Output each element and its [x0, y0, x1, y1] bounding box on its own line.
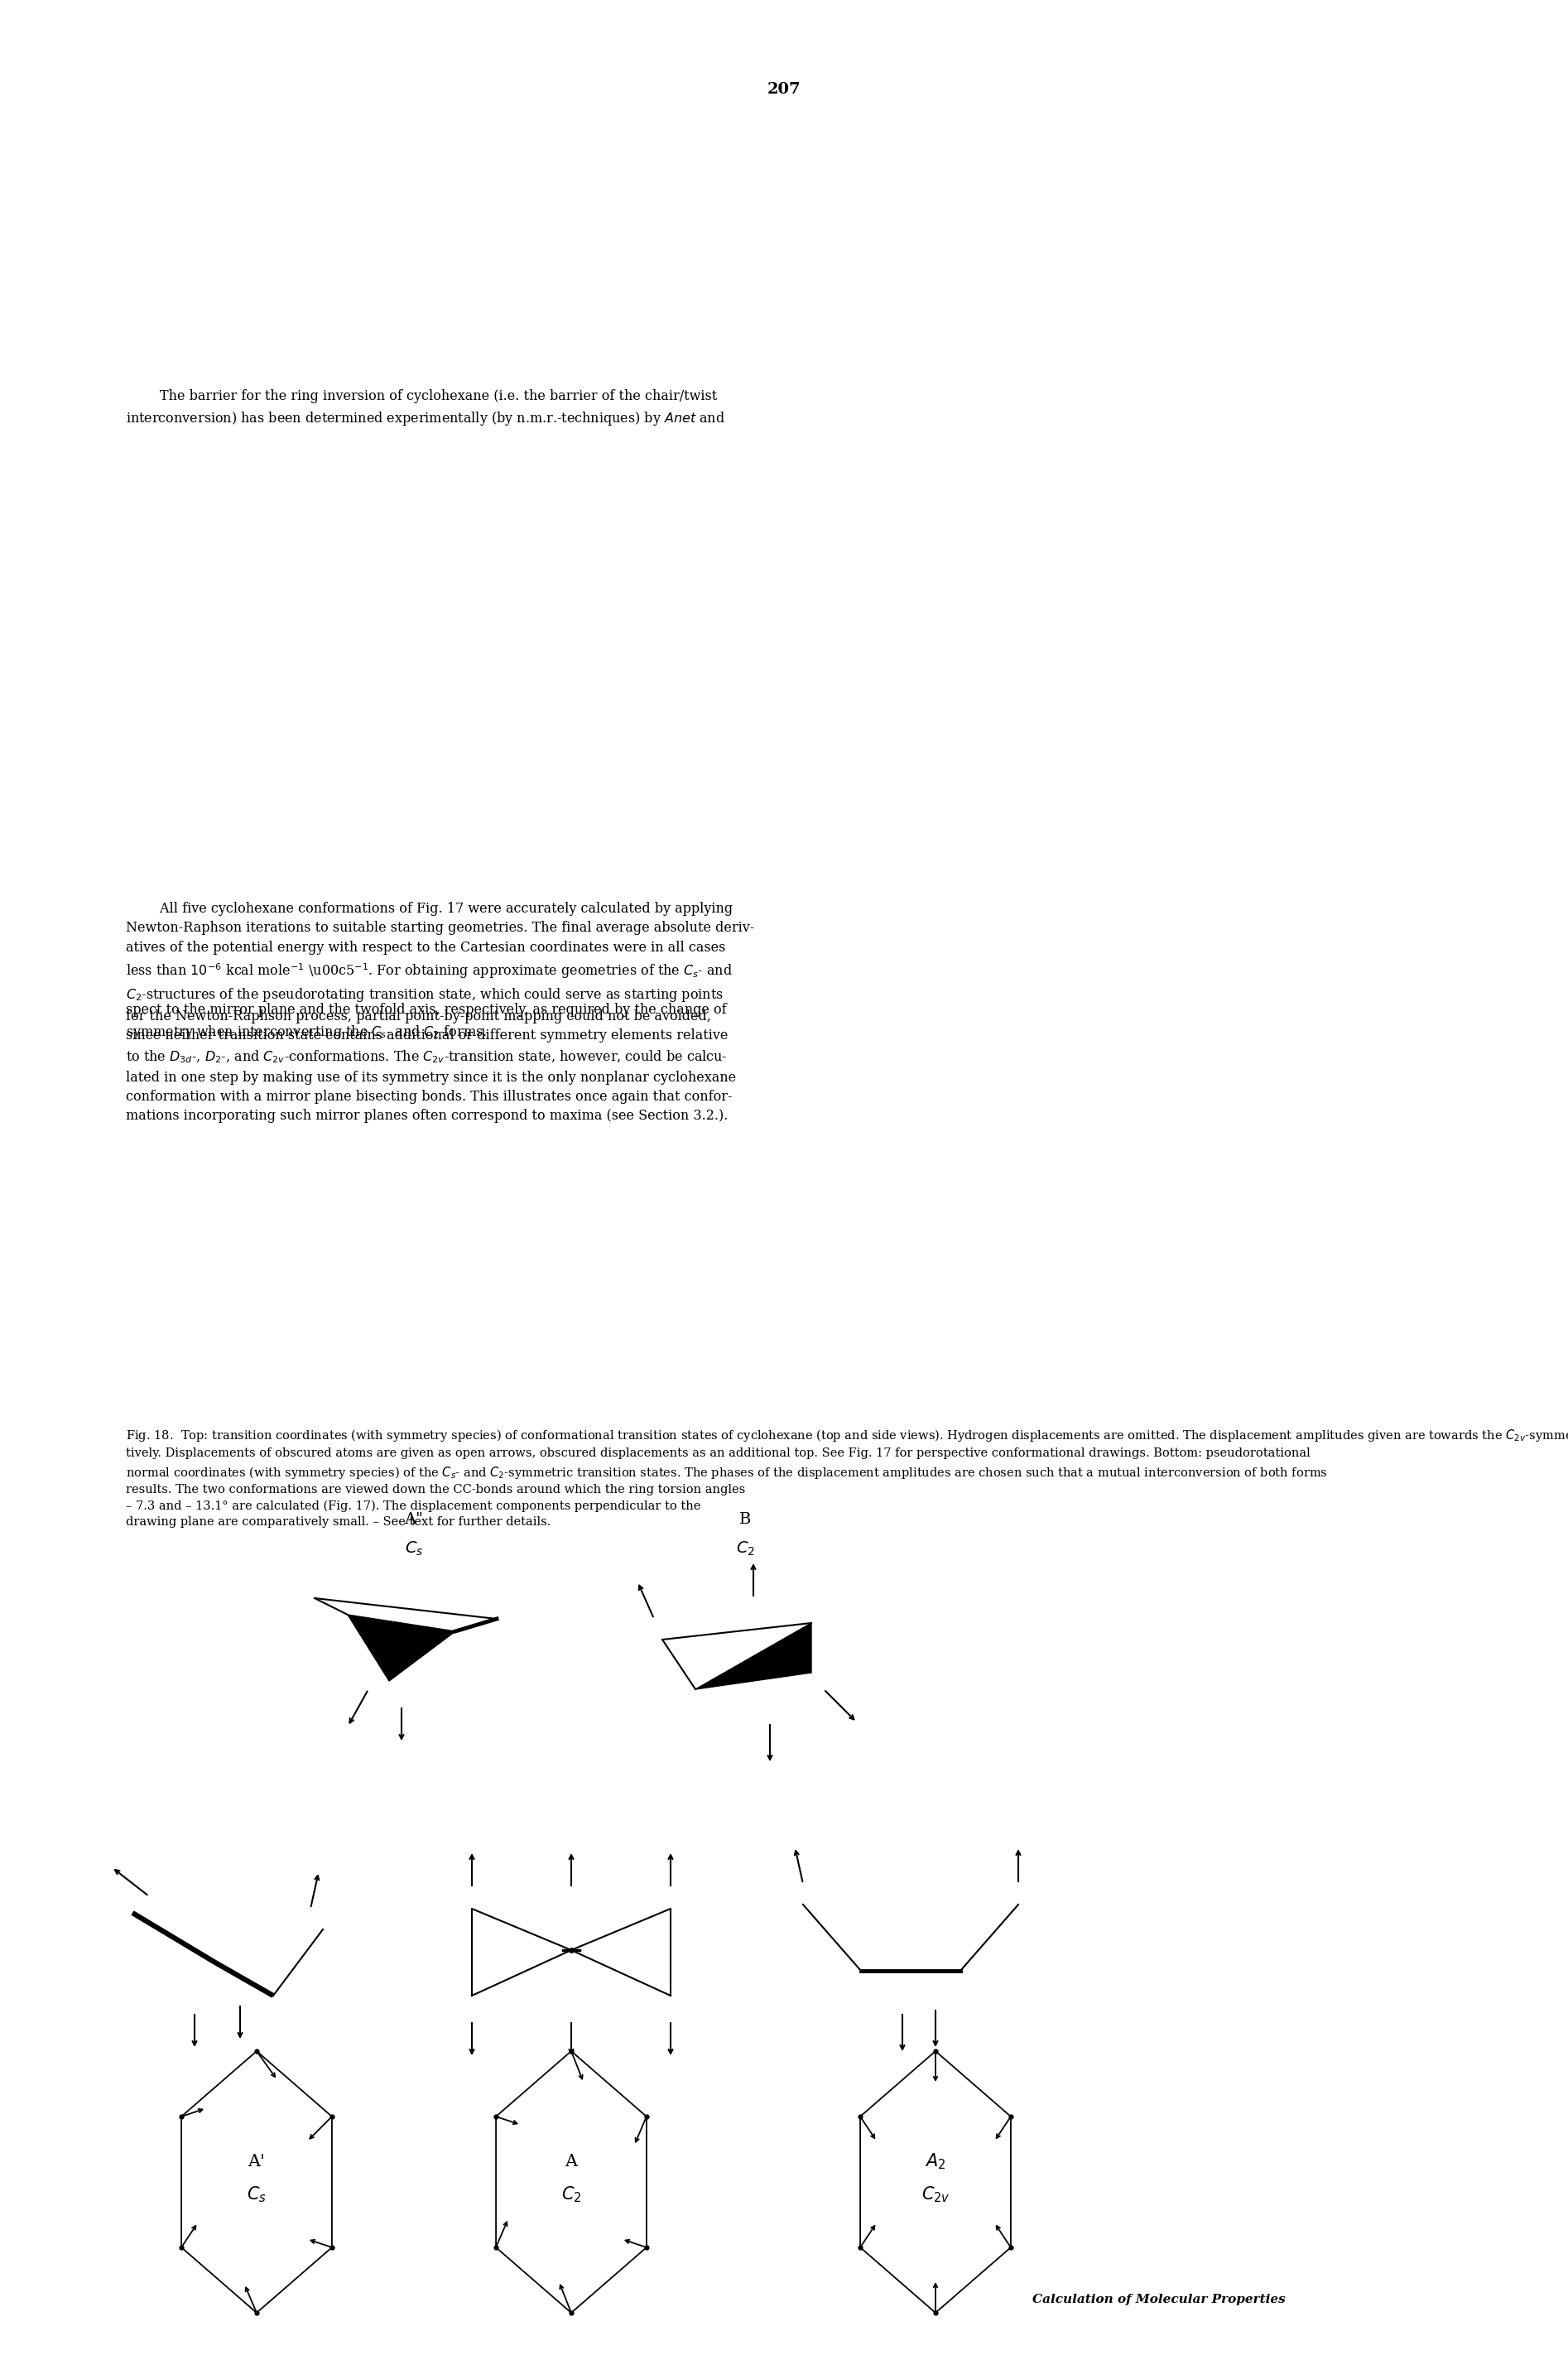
Text: $A_2$: $A_2$ — [925, 2152, 946, 2171]
Text: A: A — [564, 2152, 577, 2169]
Polygon shape — [696, 1624, 811, 1690]
Text: Calculation of Molecular Properties: Calculation of Molecular Properties — [1033, 2294, 1286, 2306]
Polygon shape — [348, 1614, 455, 1680]
Text: spect to the mirror plane and the twofold axis, respectively, as required by the: spect to the mirror plane and the twofol… — [125, 1003, 726, 1041]
Text: B: B — [739, 1513, 751, 1527]
Text: A": A" — [405, 1513, 423, 1527]
Text: $C_s$: $C_s$ — [405, 1539, 423, 1558]
Text: $C_2$: $C_2$ — [735, 1539, 754, 1558]
Text: $C_s$: $C_s$ — [246, 2185, 267, 2204]
Text: All five cyclohexane conformations of Fig. 17 were accurately calculated by appl: All five cyclohexane conformations of Fi… — [125, 902, 754, 1123]
Text: $C_{2v}$: $C_{2v}$ — [920, 2185, 950, 2204]
Text: A': A' — [248, 2152, 265, 2169]
Text: 207: 207 — [767, 83, 801, 97]
Text: $C_2$: $C_2$ — [561, 2185, 582, 2204]
Text: Fig. 18.  Top: transition coordinates (with symmetry species) of conformational : Fig. 18. Top: transition coordinates (wi… — [125, 1428, 1568, 1527]
Text: The barrier for the ring inversion of cyclohexane (i.e. the barrier of the chair: The barrier for the ring inversion of cy… — [125, 389, 724, 427]
